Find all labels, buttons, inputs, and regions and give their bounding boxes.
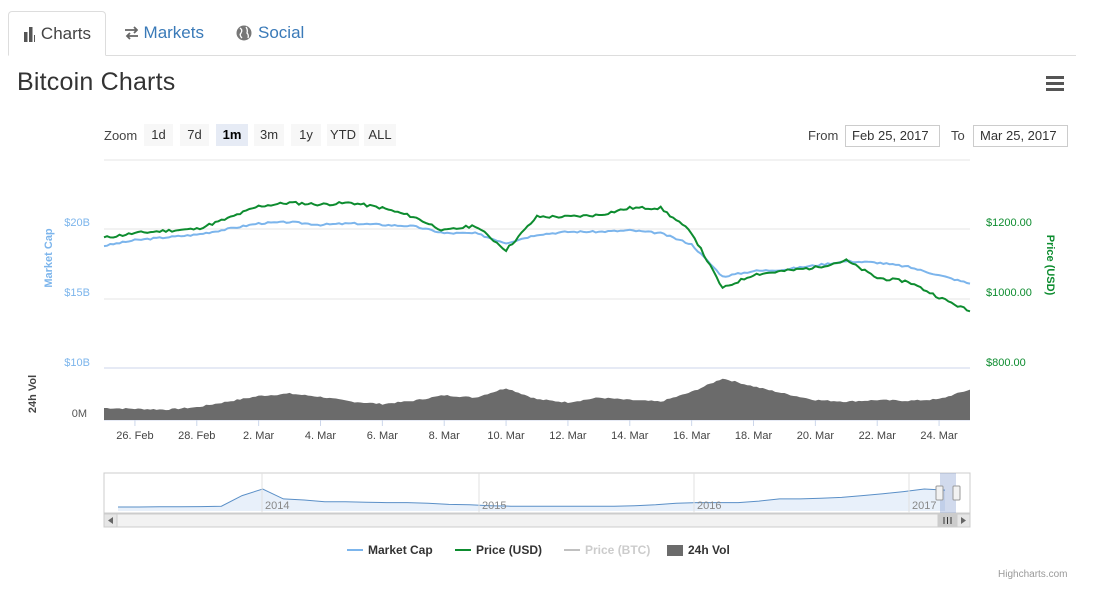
legend-symbol bbox=[667, 545, 683, 556]
zoom-label: Zoom bbox=[104, 128, 138, 143]
zoom-button-3m[interactable]: 3m bbox=[254, 124, 284, 146]
legend-item-market-cap[interactable]: Market Cap bbox=[347, 543, 433, 557]
zoom-button-7d[interactable]: 7d bbox=[180, 124, 209, 146]
x-axis-tick-label: 24. Mar bbox=[920, 430, 958, 442]
x-axis-tick-label: 12. Mar bbox=[549, 430, 587, 442]
tab-bar: Charts Markets Social bbox=[8, 11, 1076, 56]
from-label: From bbox=[808, 128, 839, 143]
x-axis-tick-label: 20. Mar bbox=[797, 430, 835, 442]
zoom-button-ytd[interactable]: YTD bbox=[327, 124, 359, 146]
to-date-input[interactable]: Mar 25, 2017 bbox=[973, 125, 1068, 147]
volume-area bbox=[104, 378, 970, 420]
scrollbar-right-button[interactable] bbox=[956, 513, 971, 528]
navigator-tick-label: 2016 bbox=[697, 500, 721, 512]
navigator-line bbox=[118, 488, 946, 508]
navigator-frame bbox=[103, 472, 971, 514]
x-axis-tick-label: 4. Mar bbox=[305, 430, 337, 442]
tab-label: Markets bbox=[143, 23, 204, 42]
globe-icon bbox=[236, 25, 252, 41]
zoom-button-1d[interactable]: 1d bbox=[144, 124, 173, 146]
navigator-tick-label: 2015 bbox=[482, 500, 506, 512]
legend-label: Price (BTC) bbox=[585, 543, 650, 557]
x-axis-tick-label: 8. Mar bbox=[429, 430, 461, 442]
x-axis-tick-label: 14. Mar bbox=[611, 430, 649, 442]
x-axis-tick-label: 22. Mar bbox=[859, 430, 897, 442]
legend-item-price-btc[interactable]: Price (BTC) bbox=[564, 543, 650, 557]
hamburger-menu-icon[interactable] bbox=[1046, 76, 1064, 92]
volume-axis-title: 24h Vol bbox=[27, 375, 39, 413]
scrollbar-left-button[interactable] bbox=[103, 513, 118, 528]
navigator-tick-label: 2017 bbox=[912, 500, 936, 512]
highcharts-credits[interactable]: Highcharts.com bbox=[998, 569, 1068, 580]
navigator-left-handle[interactable] bbox=[935, 485, 944, 501]
y-left-tick-label: $15B bbox=[64, 287, 90, 299]
y-right-tick-label: $800.00 bbox=[986, 357, 1026, 369]
price-usd-line bbox=[103, 200, 971, 313]
chevron-left-icon bbox=[108, 517, 113, 524]
tab-social[interactable]: Social bbox=[222, 11, 322, 55]
zoom-button-1m[interactable]: 1m bbox=[216, 124, 248, 146]
y-right-tick-label: $1000.00 bbox=[986, 287, 1032, 299]
tab-label: Social bbox=[258, 23, 305, 42]
navigator-area bbox=[118, 489, 945, 511]
y-left-tick-label: $20B bbox=[64, 217, 90, 229]
x-axis-tick-label: 26. Feb bbox=[116, 430, 153, 442]
navigator-tick-label: 2014 bbox=[265, 500, 289, 512]
x-axis-tick-label: 2. Mar bbox=[243, 430, 275, 442]
exchange-arrows-icon bbox=[125, 26, 138, 40]
scrollbar-grip-icon bbox=[943, 517, 952, 524]
legend-label: 24h Vol bbox=[688, 543, 730, 557]
legend-label: Market Cap bbox=[368, 543, 433, 557]
from-date-input[interactable]: Feb 25, 2017 bbox=[845, 125, 940, 147]
legend-label: Price (USD) bbox=[476, 543, 542, 557]
tab-markets[interactable]: Markets bbox=[110, 11, 218, 55]
y-axis-right-title: Price (USD) bbox=[1044, 235, 1056, 296]
x-axis-tick-label: 16. Mar bbox=[673, 430, 711, 442]
navigator-selected-range[interactable] bbox=[940, 473, 956, 513]
zoom-button-1y[interactable]: 1y bbox=[291, 124, 321, 146]
legend-item-24h-vol[interactable]: 24h Vol bbox=[667, 543, 730, 557]
page-title: Bitcoin Charts bbox=[17, 68, 176, 96]
x-axis-tick-label: 6. Mar bbox=[367, 430, 399, 442]
volume-axis-tick: 0M bbox=[72, 408, 87, 420]
x-axis-tick-label: 10. Mar bbox=[487, 430, 525, 442]
zoom-button-all[interactable]: ALL bbox=[364, 124, 396, 146]
bar-chart-icon bbox=[24, 26, 35, 42]
y-right-tick-label: $1200.00 bbox=[986, 217, 1032, 229]
y-left-tick-label: $10B bbox=[64, 357, 90, 369]
x-axis-tick-label: 28. Feb bbox=[178, 430, 215, 442]
tab-charts[interactable]: Charts bbox=[8, 11, 106, 56]
y-axis-left-title: Market Cap bbox=[43, 228, 55, 288]
navigator-right-handle[interactable] bbox=[952, 485, 961, 501]
navigator-scrollbar[interactable] bbox=[103, 513, 971, 528]
scrollbar-thumb[interactable] bbox=[937, 513, 958, 528]
legend-item-price-usd[interactable]: Price (USD) bbox=[455, 543, 542, 557]
to-label: To bbox=[951, 128, 965, 143]
tab-label: Charts bbox=[40, 23, 91, 43]
chevron-right-icon bbox=[961, 517, 966, 524]
x-axis-tick-label: 18. Mar bbox=[735, 430, 773, 442]
market-cap-line bbox=[103, 220, 971, 285]
